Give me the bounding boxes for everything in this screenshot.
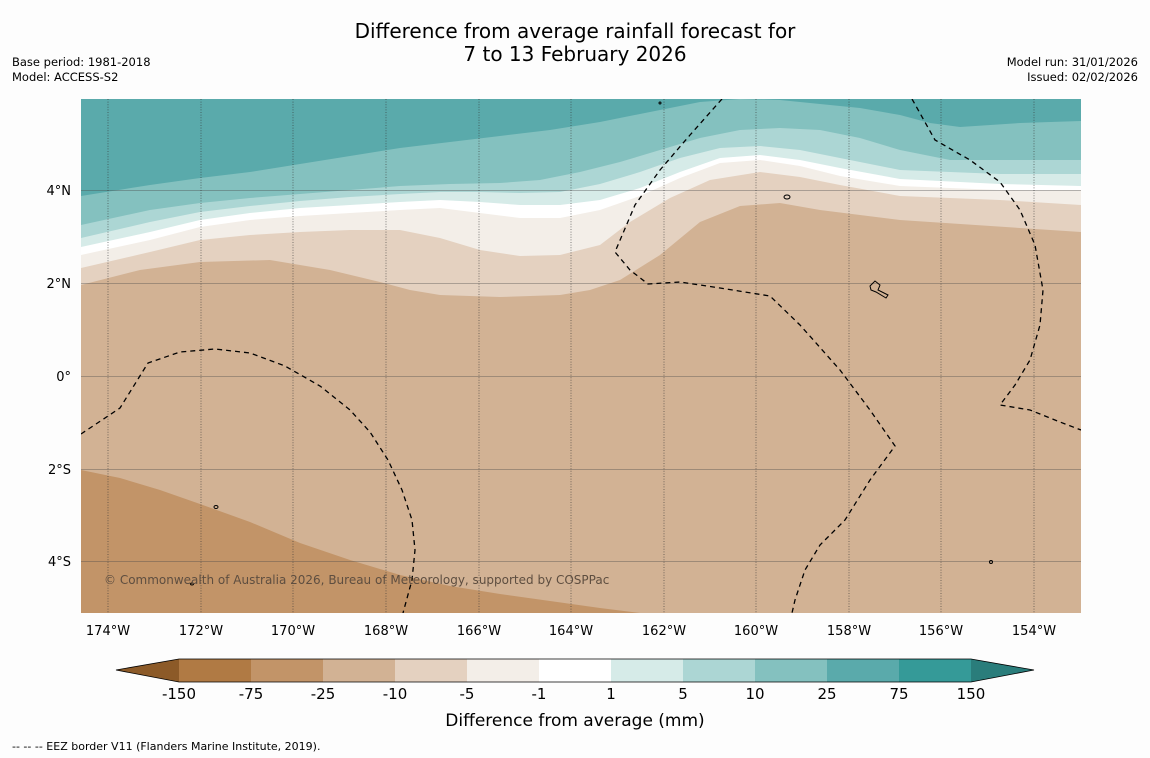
lon-label: 166°W — [457, 624, 501, 639]
lon-label: 154°W — [1012, 624, 1056, 639]
colorbar-segment — [395, 659, 467, 682]
island-teraina — [783, 194, 791, 200]
lon-label: 172°W — [179, 624, 223, 639]
colorbar-tick: -75 — [239, 685, 264, 703]
lon-label: 160°W — [734, 624, 778, 639]
rainfall-map-area: © Commonwealth of Australia 2026, Bureau… — [81, 99, 1081, 613]
lon-label: 168°W — [364, 624, 408, 639]
colorbar-ticks: -150 -75 -25 -10 -5 -1 1 5 10 25 75 150 — [162, 685, 985, 703]
colorbar-segment — [467, 659, 539, 682]
island-kiritimati — [869, 280, 889, 299]
colorbar-tick: 10 — [745, 685, 764, 703]
eez-border-central — [614, 99, 896, 613]
colorbar-tick: 150 — [957, 685, 986, 703]
map-title-line1: Difference from average rainfall forecas… — [354, 19, 796, 43]
model-run-text: Model run: 31/01/2026 — [1006, 55, 1138, 69]
issued-text: Issued: 02/02/2026 — [1027, 70, 1138, 84]
colorbar-label: Difference from average (mm) — [445, 711, 704, 731]
model-text: Model: ACCESS-S2 — [12, 70, 119, 84]
colorbar-tick: 1 — [606, 685, 616, 703]
eez-border-west — [81, 348, 416, 613]
lat-label: 2°S — [48, 463, 71, 478]
colorbar-tick: 25 — [817, 685, 836, 703]
colorbar-segment — [251, 659, 323, 682]
island-small-d — [190, 582, 194, 586]
island-small-a — [213, 505, 219, 509]
band-minus75-to-minus25 — [81, 470, 640, 613]
colorbar-segment — [323, 659, 395, 682]
colorbar-segment — [899, 659, 971, 682]
island-small-b — [989, 560, 993, 564]
colorbar-tick: -150 — [162, 685, 196, 703]
islands — [190, 101, 993, 586]
graticule — [81, 190, 1081, 562]
lon-label: 162°W — [642, 624, 686, 639]
lon-label: 174°W — [86, 624, 130, 639]
meta-left: Base period: 1981-2018 Model: ACCESS-S2 — [12, 55, 151, 85]
colorbar-outline — [115, 658, 1035, 683]
colorbar-low-arrow — [116, 659, 179, 682]
colorbar-tick: -1 — [532, 685, 547, 703]
eez-footnote: -- -- -- EEZ border V11 (Flanders Marine… — [12, 740, 321, 753]
lat-label: 0° — [56, 370, 71, 385]
lat-label: 2°N — [47, 277, 72, 292]
lon-label: 164°W — [549, 624, 593, 639]
colorbar-tick: 5 — [678, 685, 688, 703]
colorbar-segment — [683, 659, 755, 682]
base-period-text: Base period: 1981-2018 — [12, 55, 151, 69]
lat-label: 4°S — [48, 555, 71, 570]
colorbar-segment — [827, 659, 899, 682]
colorbar-tick: -10 — [383, 685, 408, 703]
colorbar-tick: -5 — [460, 685, 475, 703]
longitude-labels: 174°W 172°W 170°W 168°W 166°W 164°W 162°… — [86, 624, 1056, 639]
map-title-line2: 7 to 13 February 2026 — [463, 42, 687, 66]
colorbar: -150 -75 -25 -10 -5 -1 1 5 10 25 75 150 … — [115, 658, 1035, 731]
colorbar-tick: 75 — [889, 685, 908, 703]
colorbar-segment — [179, 659, 251, 682]
lon-label: 170°W — [271, 624, 315, 639]
island-small-c — [658, 101, 662, 105]
copyright-text: © Commonwealth of Australia 2026, Bureau… — [104, 573, 609, 587]
colorbar-segment — [755, 659, 827, 682]
latitude-labels: 4°N 2°N 0° 2°S 4°S — [47, 184, 72, 570]
meta-right: Model run: 31/01/2026 Issued: 02/02/2026 — [1007, 55, 1138, 85]
colorbar-segment — [539, 659, 611, 682]
lon-label: 156°W — [919, 624, 963, 639]
lat-label: 4°N — [47, 184, 72, 199]
eez-borders — [81, 99, 1081, 613]
eez-border-east — [911, 99, 1081, 431]
lon-label: 158°W — [827, 624, 871, 639]
colorbar-tick: -25 — [311, 685, 336, 703]
map-title: Difference from average rainfall forecas… — [0, 20, 1150, 66]
colorbar-segment — [611, 659, 683, 682]
band-25-to-75 — [81, 99, 1081, 196]
colorbar-high-arrow — [971, 659, 1034, 682]
